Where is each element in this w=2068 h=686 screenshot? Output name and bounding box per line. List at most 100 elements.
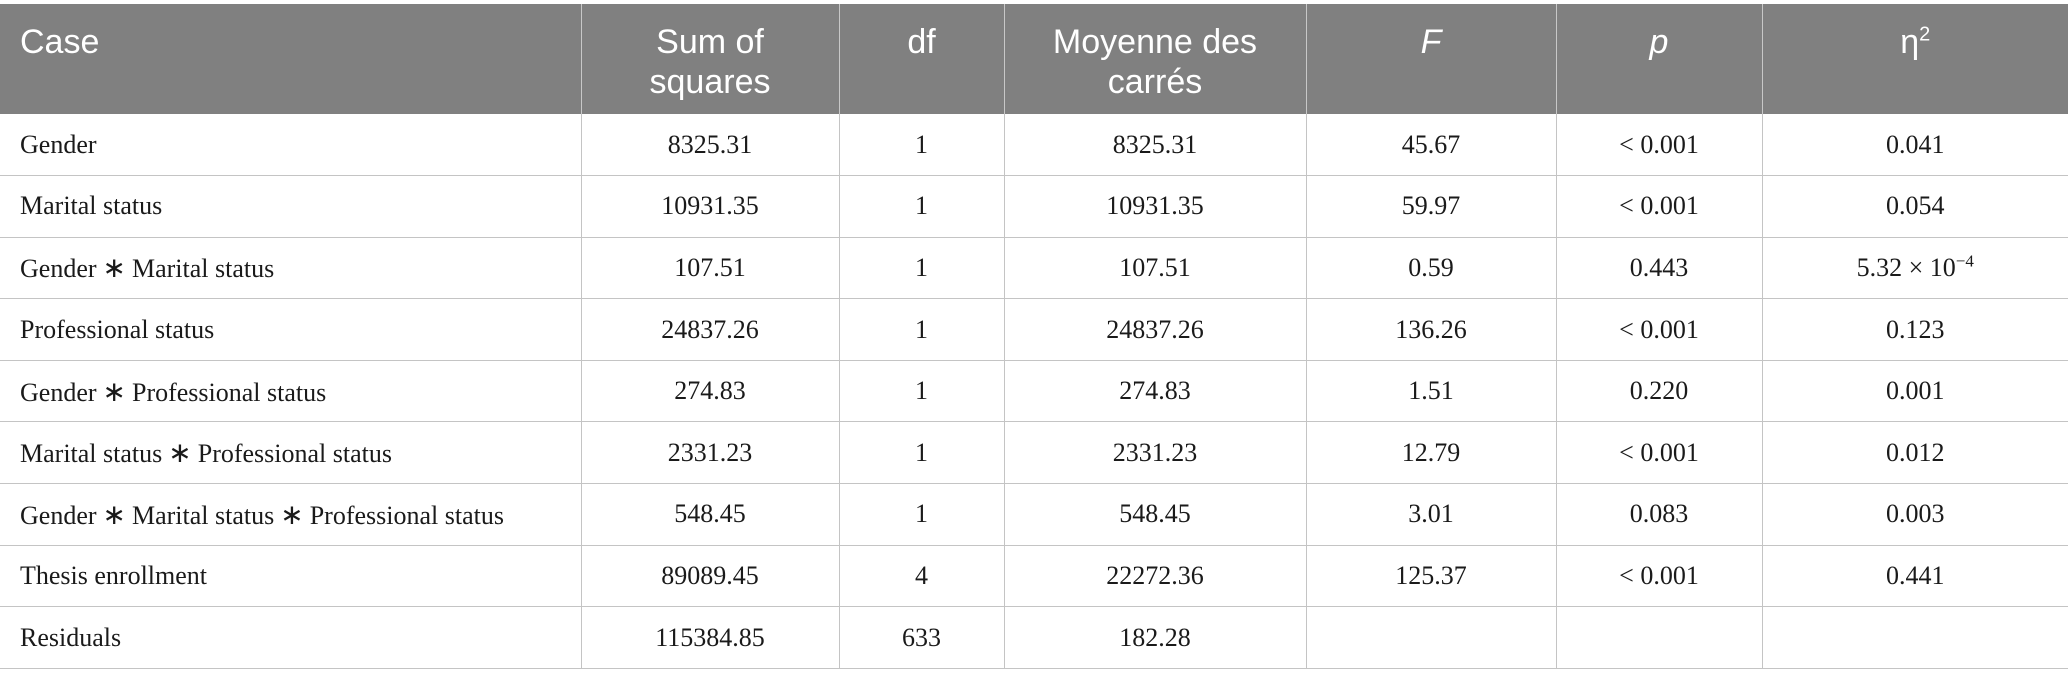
cell-df: 4 [838,545,1004,608]
anova-table: Case Sum of squares df Moyenne des carré… [0,4,2068,669]
cell-df: 1 [838,237,1004,300]
cell-case: Professional status [0,298,581,361]
table-header: Case Sum of squares df Moyenne des carré… [0,4,2068,114]
cell-eta-squared: 0.441 [1761,545,2068,608]
cell-eta-squared: 0.003 [1761,483,2068,546]
cell-case: Marital status [0,175,581,238]
table-row: Professional status 24837.26 1 24837.26 136.… [0,298,2068,361]
cell-f [1305,606,1556,669]
case-term: Gender [20,377,97,407]
cell-eta-squared: 0.012 [1761,421,2068,485]
cell-case: Marital status ∗ Professional status [0,421,581,485]
cell-df: 1 [838,114,1004,177]
header-f: F [1305,4,1556,114]
cell-df: 1 [838,360,1004,423]
case-term: Professional status [131,377,327,407]
cell-case: Thesis enrollment [0,545,581,608]
cell-df: 1 [838,175,1004,238]
cell-case: Gender ∗ Marital status ∗ Professional statu… [0,483,581,546]
cell-f: 125.37 [1305,545,1556,608]
cell-eta-squared [1761,606,2068,669]
cell-sum-of-squares: 274.83 [580,360,839,423]
cell-f: 3.01 [1305,483,1556,546]
header-case: Case [20,23,100,61]
cell-p: < 0.001 [1555,298,1762,361]
cell-sum-of-squares: 548.45 [580,483,839,546]
table-row: Thesis enrollment 89089.45 4 22272.36 125.37… [0,545,2068,608]
cell-f: 59.97 [1305,175,1556,238]
case-term: Thesis enrollment [20,560,208,590]
cell-sum-of-squares: 89089.45 [580,545,839,608]
case-term: Marital status [20,439,163,469]
table-row: Gender ∗ Professional status 274.83 1 274.83 1… [0,360,2068,423]
case-term: Residuals [20,622,122,652]
header-eta-base: η [1900,23,1920,61]
header-eta-squared: η2 [1761,4,2068,114]
header-df: df [838,4,1004,114]
eta-mantissa: 5.32 × 10 [1856,252,1956,282]
case-term: Professional status [309,500,504,530]
cell-sum-of-squares: 107.51 [580,237,839,300]
cell-eta-squared: 0.001 [1761,360,2068,423]
cell-mean-squares: 2331.23 [1003,421,1306,485]
cell-p: < 0.001 [1555,114,1762,177]
table-row: Gender 8325.31 1 8325.31 45.67 < 0.001 0.041 [0,114,2068,177]
table-row: Marital status ∗ Professional status 2331.2… [0,421,2068,485]
cell-p: 0.443 [1555,237,1762,300]
case-term: Gender [20,129,97,159]
cell-eta-squared: 5.32 × 10−4 [1761,237,2068,300]
cell-p: 0.220 [1555,360,1762,423]
cell-sum-of-squares: 2331.23 [580,421,839,485]
cell-p: 0.083 [1555,483,1762,546]
cell-sum-of-squares: 10931.35 [580,175,839,238]
cell-mean-squares: 8325.31 [1003,114,1306,177]
cell-df: 1 [838,298,1004,361]
table-row: Gender ∗ Marital status 107.51 1 107.51 0.59 0.… [0,237,2068,300]
case-term: Professional status [197,439,392,469]
cell-sum-of-squares: 24837.26 [580,298,839,361]
cell-sum-of-squares: 8325.31 [580,114,839,177]
cell-mean-squares: 10931.35 [1003,175,1306,238]
cell-case: Residuals [0,606,581,669]
header-row: Case Sum of squares df Moyenne des carré… [0,4,2068,114]
case-term: Marital status [131,500,275,530]
cell-p: < 0.001 [1555,545,1762,608]
case-term: Professional status [20,314,215,344]
cell-p: < 0.001 [1555,421,1762,485]
cell-case: Gender [0,114,581,177]
cell-df: 633 [838,606,1004,669]
case-term: Gender [20,500,97,530]
table-row: Gender ∗ Marital status ∗ Professional statu… [0,483,2068,546]
case-term: Marital status [20,191,163,221]
cell-mean-squares: 24837.26 [1003,298,1306,361]
interaction-symbol: ∗ [168,436,192,470]
cell-mean-squares: 22272.36 [1003,545,1306,608]
cell-df: 1 [838,421,1004,485]
cell-f: 1.51 [1305,360,1556,423]
interaction-symbol: ∗ [280,497,304,531]
cell-mean-squares: 274.83 [1003,360,1306,423]
interaction-symbol: ∗ [102,251,126,285]
cell-case: Gender ∗ Professional status [0,360,581,423]
header-sum-of-squares: Sum of squares [580,4,839,114]
interaction-symbol: ∗ [102,497,126,531]
cell-f: 136.26 [1305,298,1556,361]
cell-sum-of-squares: 115384.85 [580,606,839,669]
table-row: Residuals 115384.85 633 182.28 [0,606,2068,669]
cell-eta-squared: 0.123 [1761,298,2068,361]
cell-case: Gender ∗ Marital status [0,237,581,300]
cell-mean-squares: 182.28 [1003,606,1306,669]
interaction-symbol: ∗ [102,374,126,408]
cell-f: 45.67 [1305,114,1556,177]
cell-mean-squares: 548.45 [1003,483,1306,546]
cell-f: 0.59 [1305,237,1556,300]
cell-mean-squares: 107.51 [1003,237,1306,300]
header-p: p [1555,4,1762,114]
case-term: Marital status [131,254,275,284]
cell-eta-squared: 0.054 [1761,175,2068,238]
table-row: Marital status 10931.35 1 10931.35 59.97 < 0.… [0,175,2068,238]
anova-table-container: Case Sum of squares df Moyenne des carré… [0,4,2068,669]
header-mean-squares: Moyenne des carrés [1003,4,1306,114]
cell-f: 12.79 [1305,421,1556,485]
case-term: Gender [20,254,97,284]
